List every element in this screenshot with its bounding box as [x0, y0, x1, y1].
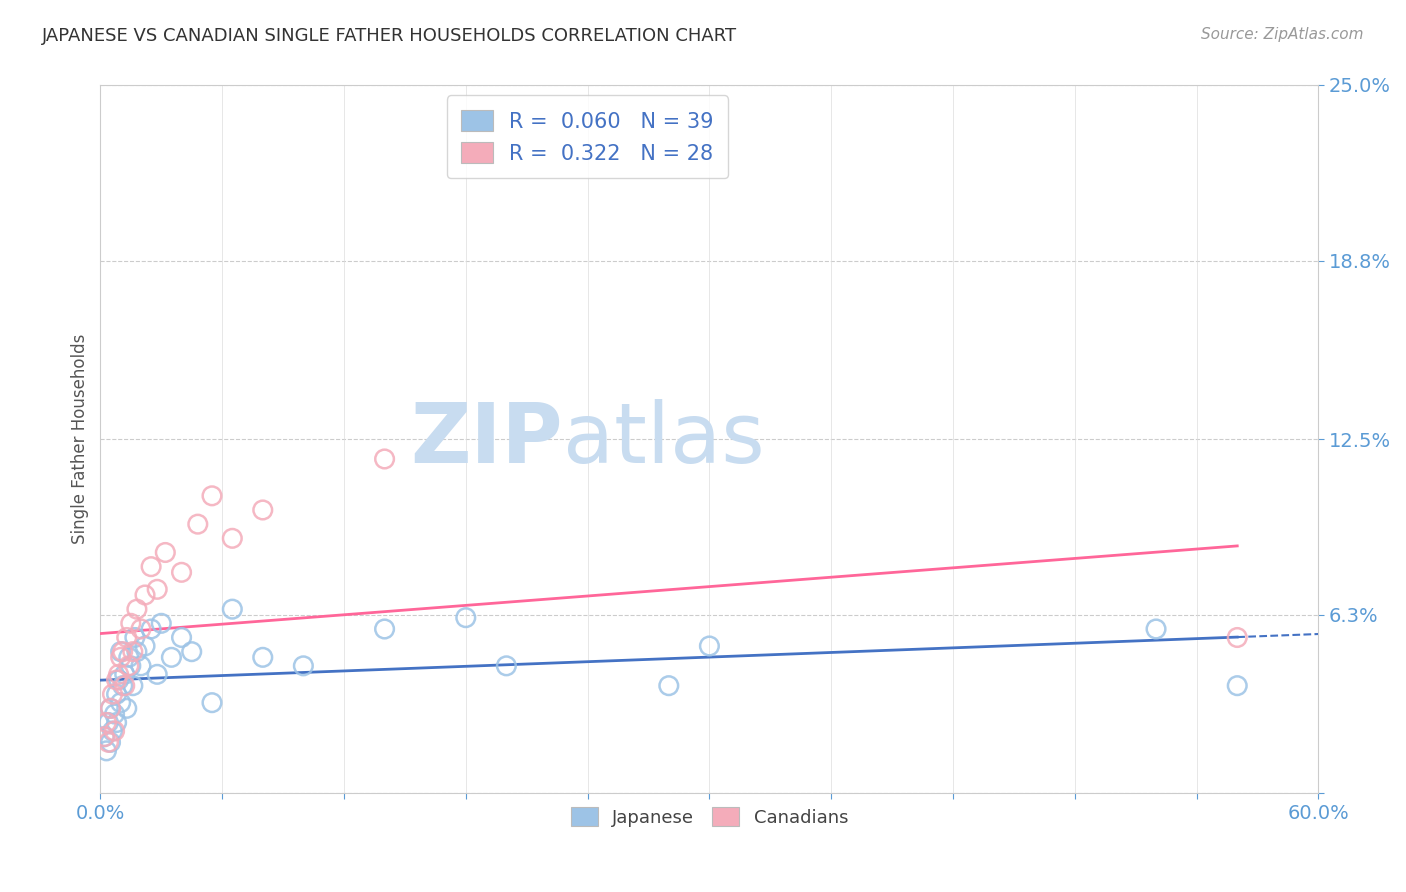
Point [120, 616, 142, 631]
Point [110, 650, 132, 665]
Point [110, 696, 132, 710]
Point [155, 545, 177, 559]
Point [146, 667, 169, 681]
Point [111, 679, 134, 693]
Point [118, 650, 141, 665]
Point [114, 667, 136, 681]
Point [495, 658, 517, 673]
Point [170, 631, 193, 645]
Point [252, 650, 274, 665]
Point [180, 645, 202, 659]
Point [101, 687, 124, 701]
Point [118, 658, 141, 673]
Point [96, 715, 118, 730]
Point [115, 701, 138, 715]
Point [187, 517, 209, 532]
Point [139, 622, 162, 636]
Point [110, 645, 132, 659]
Point [105, 673, 128, 687]
Point [100, 701, 122, 715]
Point [134, 639, 156, 653]
Point [146, 582, 169, 597]
Point [125, 645, 148, 659]
Point [97, 735, 120, 749]
Point [139, 559, 162, 574]
Point [101, 724, 124, 739]
Point [107, 667, 129, 681]
Point [129, 622, 152, 636]
Point [150, 616, 173, 631]
Point [97, 715, 120, 730]
Point [111, 645, 134, 659]
Point [125, 602, 148, 616]
Point [658, 679, 681, 693]
Point [201, 489, 224, 503]
Point [114, 679, 136, 693]
Point [201, 696, 224, 710]
Point [292, 658, 315, 673]
Point [105, 715, 128, 730]
Point [454, 610, 477, 624]
Legend: Japanese, Canadians: Japanese, Canadians [564, 800, 855, 834]
Text: JAPANESE VS CANADIAN SINGLE FATHER HOUSEHOLDS CORRELATION CHART: JAPANESE VS CANADIAN SINGLE FATHER HOUSE… [42, 27, 737, 45]
Point [93, 730, 115, 744]
Point [107, 673, 129, 687]
Point [115, 631, 138, 645]
Point [100, 735, 122, 749]
Point [103, 706, 125, 721]
Point [1226, 679, 1249, 693]
Text: Source: ZipAtlas.com: Source: ZipAtlas.com [1201, 27, 1364, 42]
Point [93, 730, 115, 744]
Point [170, 566, 193, 580]
Point [103, 724, 125, 739]
Point [121, 645, 143, 659]
Point [96, 744, 118, 758]
Point [121, 679, 143, 693]
Point [221, 602, 243, 616]
Text: ZIP: ZIP [411, 399, 564, 480]
Y-axis label: Single Father Households: Single Father Households [72, 334, 89, 544]
Point [134, 588, 156, 602]
Point [374, 452, 396, 467]
Point [221, 531, 243, 545]
Point [129, 658, 152, 673]
Point [124, 631, 146, 645]
Point [252, 503, 274, 517]
Text: atlas: atlas [564, 399, 765, 480]
Point [105, 687, 128, 701]
Point [1226, 631, 1249, 645]
Point [374, 622, 396, 636]
Point [699, 639, 721, 653]
Point [1144, 622, 1167, 636]
Point [160, 650, 183, 665]
Point [120, 658, 142, 673]
Point [100, 701, 122, 715]
